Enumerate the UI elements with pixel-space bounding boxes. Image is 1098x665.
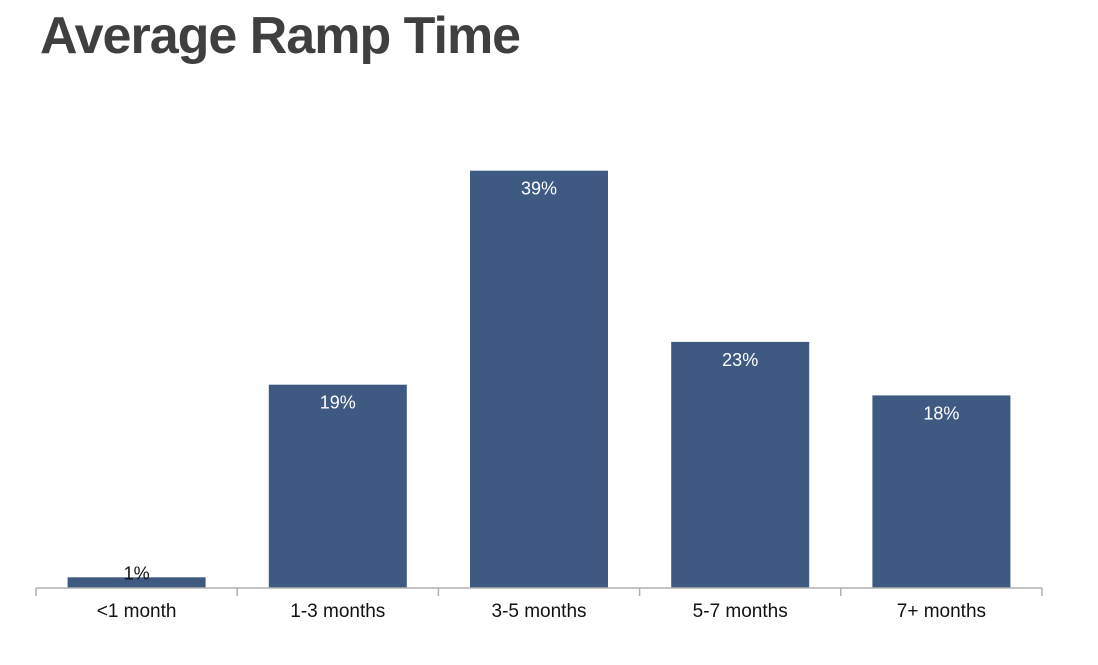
x-tick-label: 3-5 months [491, 601, 586, 622]
bar [470, 170, 608, 588]
x-tick-label: 5-7 months [693, 601, 788, 622]
bar [872, 395, 1011, 588]
bar [67, 577, 206, 588]
bar [671, 341, 810, 588]
chart-title: Average Ramp Time [40, 7, 521, 65]
data-label: 1% [124, 563, 150, 583]
bar [268, 384, 407, 588]
x-tick-label: 1-3 months [290, 601, 385, 622]
data-labels-layer: 1% 19% 39% 23% 18% [124, 179, 960, 584]
x-tick-label: 7+ months [897, 601, 986, 622]
x-axis: <1 month 1-3 months 3-5 months 5-7 months 7+… [35, 587, 1043, 622]
bars-layer [67, 170, 1011, 588]
data-label: 19% [320, 393, 356, 413]
data-label: 23% [722, 350, 758, 370]
data-label: 39% [521, 179, 557, 199]
x-tick-label: <1 month [97, 601, 177, 622]
data-label: 18% [923, 403, 959, 423]
